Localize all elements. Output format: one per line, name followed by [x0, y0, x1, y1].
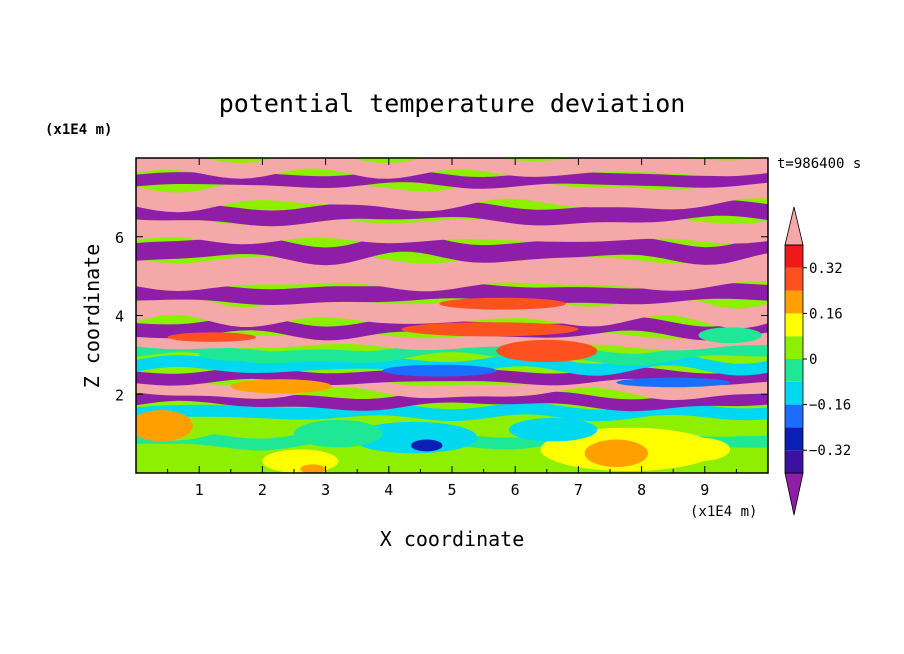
colorbar-segment [785, 450, 803, 473]
colorbar: 0.32 0.16 0 −0.16 −0.32 [784, 206, 851, 516]
contour-field [136, 158, 768, 473]
contour-patch [508, 417, 598, 442]
contour-band [136, 340, 768, 366]
contour-band [136, 178, 768, 213]
x-axis-ticks: 1 2 3 4 5 6 7 8 9 [167, 158, 737, 499]
x-tick-label: 3 [321, 481, 330, 499]
contour-band [136, 234, 768, 266]
colorbar-segment [785, 359, 803, 382]
x-tick-label: 6 [511, 481, 520, 499]
x-tick-label: 9 [700, 481, 709, 499]
x-tick-label: 5 [447, 481, 456, 499]
contour-patch [294, 419, 383, 448]
contour-patch [401, 322, 579, 337]
colorbar-segment [785, 313, 803, 337]
contour-band [136, 282, 768, 305]
colorbar-segment [785, 427, 803, 451]
contour-patch [584, 439, 648, 468]
contour-band [136, 332, 768, 351]
x-tick-label: 7 [574, 481, 583, 499]
colorbar-segment [785, 336, 803, 359]
y-tick-label: 6 [115, 229, 124, 247]
colorbar-under-arrow [784, 472, 804, 516]
colorbar-segment [785, 245, 803, 268]
contour-patch [382, 364, 497, 377]
contour-patch [410, 439, 443, 452]
chart-title: potential temperature deviation [219, 89, 686, 118]
contour-patch [136, 410, 193, 442]
contour-patch [698, 327, 762, 344]
y-axis-label: Z coordinate [80, 244, 104, 389]
contour-patch [199, 348, 276, 361]
contour-band [136, 253, 768, 292]
contour-band [136, 375, 768, 401]
contour-band [136, 170, 768, 189]
contour-patch [616, 377, 731, 388]
y-tick-label: 4 [115, 308, 124, 326]
contour-band [136, 353, 768, 376]
x-tick-label: 8 [637, 481, 646, 499]
colorbar-over-arrow [784, 206, 804, 246]
x-tick-label: 1 [195, 481, 204, 499]
colorbar-tick-label: −0.16 [809, 398, 851, 414]
x-tick-label: 2 [258, 481, 267, 499]
contour-patch [300, 464, 326, 473]
colorbar-tick-label: 0 [809, 352, 817, 368]
x-axis-label: X coordinate [380, 527, 525, 551]
contour-patch [439, 297, 566, 310]
y-tick-label: 2 [115, 386, 124, 404]
colorbar-tick-label: −0.32 [809, 443, 851, 459]
y-unit-label: (x1E4 m) [45, 122, 112, 138]
time-label: t=986400 s [777, 156, 861, 172]
contour-patch [496, 339, 598, 362]
colorbar-tick-label: 0.32 [809, 261, 843, 277]
contour-patch [666, 437, 731, 462]
colorbar-tick-label: 0.16 [809, 306, 843, 322]
contour-patch [167, 332, 257, 342]
x-unit-label: (x1E4 m) [690, 504, 757, 520]
colorbar-segment [785, 267, 803, 291]
contour-patch [262, 449, 339, 473]
colorbar-segment [785, 404, 803, 428]
contour-band [136, 158, 768, 179]
contour-patch [230, 379, 332, 394]
colorbar-segment [785, 381, 803, 405]
x-tick-label: 4 [384, 481, 393, 499]
contour-band [136, 402, 768, 422]
y-axis-ticks: 2 4 6 [115, 229, 768, 404]
contour-patch [350, 421, 478, 454]
contour-band [136, 389, 768, 412]
colorbar-segment [785, 290, 803, 314]
